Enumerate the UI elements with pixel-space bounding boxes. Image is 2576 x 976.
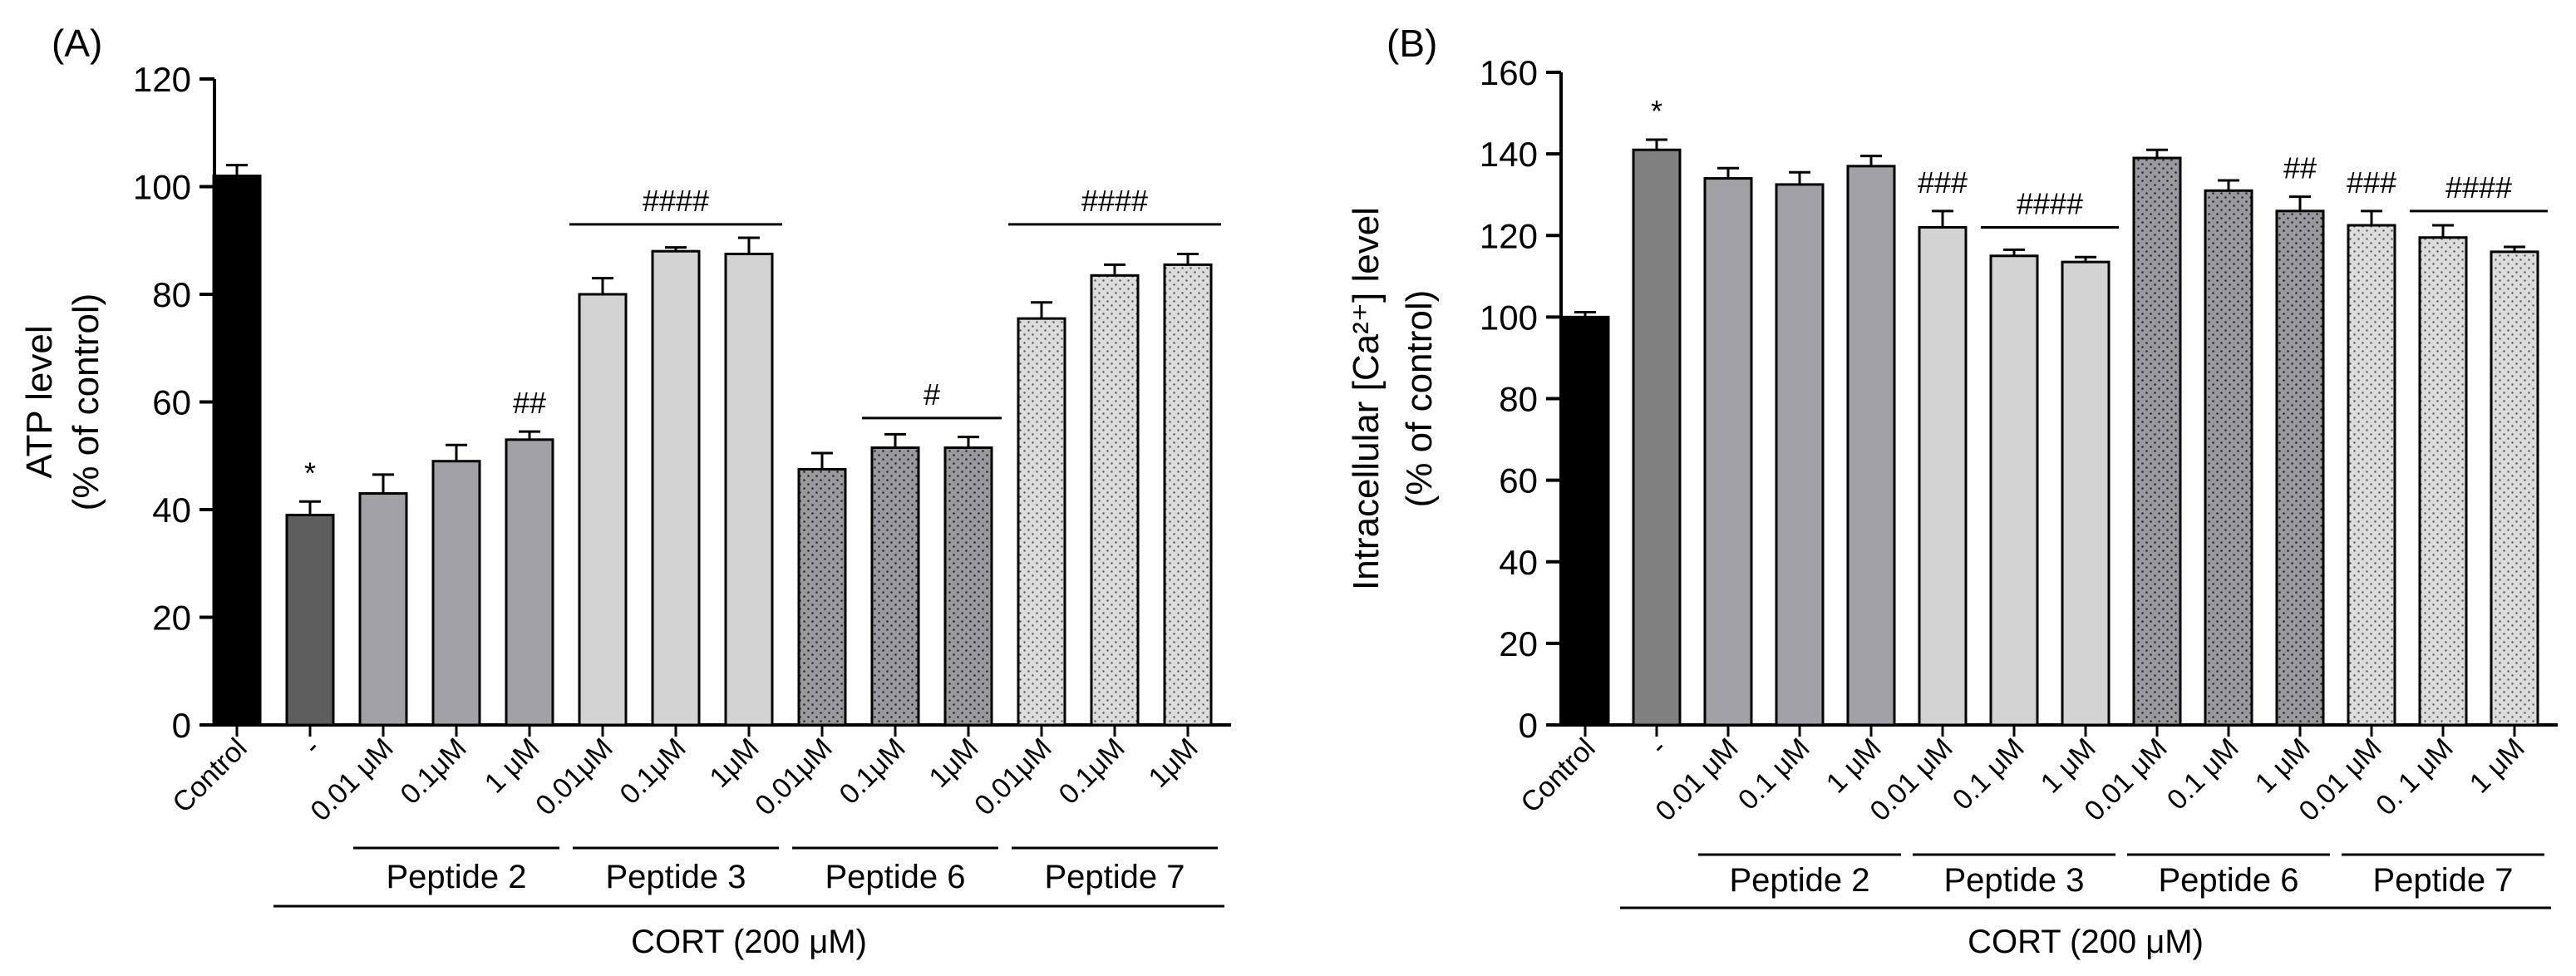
significance-label: #### <box>2017 186 2083 220</box>
x-tick-label: 0.01μM <box>529 732 619 822</box>
chart-panel-a: (A) 0 20 40 60 80 100 120 ATP level (% of control… <box>19 22 1231 960</box>
bar <box>358 492 408 727</box>
bar <box>2132 156 2182 727</box>
significance-label: * <box>1651 94 1662 128</box>
x-tick-label: - <box>1644 732 1673 762</box>
significance-label: ## <box>513 386 546 420</box>
group-label: Peptide 7 <box>1044 859 1185 895</box>
x-tick-label: 1μM <box>1143 732 1204 794</box>
y-tick-label: 60 <box>1499 461 1538 500</box>
group-label: Peptide 6 <box>2158 862 2298 899</box>
group-label: Peptide 2 <box>1729 862 1869 899</box>
x-tick-label: 1 μM <box>479 732 546 800</box>
bar <box>285 513 335 727</box>
y-axis-subtitle: (% of control) <box>66 293 106 511</box>
group-label: Peptide 3 <box>605 859 746 895</box>
group-label: Peptide 7 <box>2372 862 2513 899</box>
bar <box>1560 315 1610 727</box>
bar <box>2061 260 2111 727</box>
bar <box>2418 236 2468 727</box>
significance-label: ## <box>2283 151 2317 185</box>
significance-label: ### <box>2347 165 2396 200</box>
y-axis-title: ATP level <box>19 325 60 478</box>
y-tick-label: 160 <box>1480 53 1538 92</box>
bar <box>1163 263 1213 727</box>
x-tick-label: 1 μM <box>2464 732 2531 800</box>
bar <box>578 293 628 727</box>
x-tick-label: 1μM <box>924 732 985 794</box>
bar <box>2275 209 2325 727</box>
significance-label: #### <box>1081 184 1148 218</box>
treatment-label: CORT (200 μM) <box>1968 924 2204 960</box>
x-tick-label: 0.1 μM <box>1732 732 1816 816</box>
x-tick-label: 1 μM <box>2249 732 2317 800</box>
bar <box>1017 317 1066 727</box>
x-tick-label: 0.1μM <box>394 732 472 811</box>
y-tick-label: 100 <box>1480 298 1538 337</box>
bar <box>212 175 262 727</box>
y-tick-label: 0 <box>1519 706 1538 745</box>
x-tick-label: 0.01μM <box>749 732 839 822</box>
x-tick-label: Control <box>166 732 253 819</box>
bar <box>724 252 774 727</box>
x-tick-label: 0.1μM <box>1052 732 1130 811</box>
y-tick-label: 80 <box>152 275 191 314</box>
y-tick-label: 40 <box>152 490 191 530</box>
bar <box>431 460 481 727</box>
y-tick-label: 140 <box>1480 135 1538 174</box>
y-tick-label: 120 <box>1480 216 1538 255</box>
bar <box>1846 165 1896 727</box>
x-tick-label: 0.01 μM <box>304 732 399 827</box>
significance-label: ### <box>1918 165 1968 200</box>
bar <box>2347 224 2396 727</box>
bar <box>1775 183 1825 727</box>
panel-label: (B) <box>1387 22 1437 65</box>
y-tick-label: 100 <box>133 168 191 207</box>
x-tick-label: 0.1 μM <box>2161 732 2245 816</box>
bar <box>505 438 554 727</box>
y-tick-label: 0 <box>172 706 191 745</box>
bar <box>870 446 920 727</box>
chart-panel-b: (B) 0 20 40 60 80 100 120 140 160 Intracellular [C… <box>1346 22 2558 960</box>
bar <box>1918 225 1968 727</box>
group-label: Peptide 3 <box>1943 862 2084 899</box>
y-tick-label: 40 <box>1499 543 1538 582</box>
significance-label: #### <box>2445 170 2512 205</box>
x-tick-label: 1μM <box>704 732 766 794</box>
bar <box>1989 254 2039 727</box>
significance-label: #### <box>643 184 709 218</box>
x-tick-label: 1 μM <box>2035 732 2102 800</box>
significance-label: * <box>304 456 316 490</box>
y-axis-subtitle: (% of control) <box>1399 290 1440 508</box>
treatment-label: CORT (200 μM) <box>631 924 867 960</box>
group-label: Peptide 6 <box>825 859 965 895</box>
bar <box>1090 274 1140 727</box>
y-tick-label: 20 <box>152 599 191 638</box>
bar <box>651 249 701 727</box>
group-label: Peptide 2 <box>386 859 526 895</box>
bar <box>943 446 993 727</box>
y-axis-title: Intracellular [Ca²⁺] level <box>1346 207 1387 590</box>
bar <box>2490 250 2539 727</box>
bar <box>1632 148 1682 727</box>
bar <box>2204 189 2253 727</box>
x-tick-label: 0.01μM <box>968 732 1058 822</box>
x-tick-label: 0. 1 μM <box>2370 732 2460 822</box>
x-tick-label: 0.1μM <box>613 732 692 811</box>
x-tick-label: 0.1 μM <box>1947 732 2031 816</box>
x-tick-label: - <box>298 732 327 762</box>
panel-label: (A) <box>52 22 102 65</box>
x-tick-label: 0.1μM <box>833 732 911 811</box>
bar <box>1703 177 1753 727</box>
bar <box>797 467 847 727</box>
y-tick-label: 60 <box>152 383 191 422</box>
y-tick-label: 20 <box>1499 624 1538 663</box>
significance-label: # <box>924 377 940 412</box>
y-tick-label: 80 <box>1499 380 1538 419</box>
y-tick-label: 120 <box>133 60 191 99</box>
x-tick-label: Control <box>1515 732 1601 819</box>
x-tick-label: 1 μM <box>1820 732 1888 800</box>
